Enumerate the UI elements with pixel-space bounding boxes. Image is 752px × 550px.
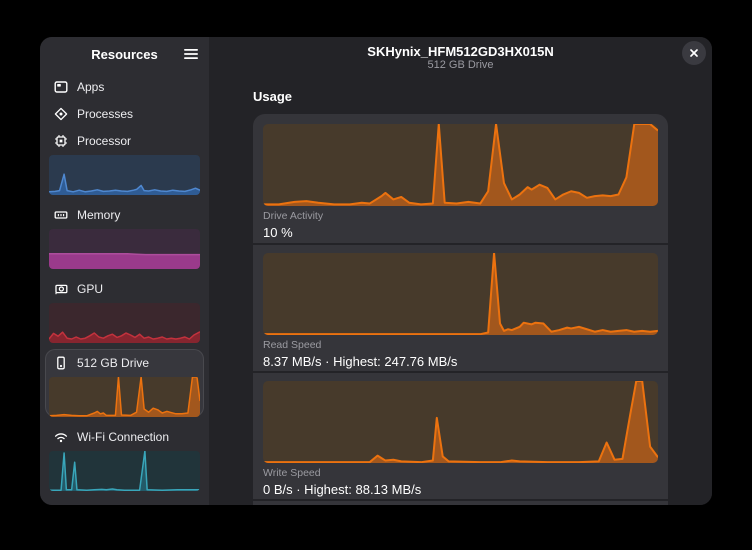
sidebar-nav: Apps Processes [40,69,209,505]
main-panel: SKHynix_HFM512GD3HX015N 512 GB Drive Usa… [209,37,712,505]
drive-icon [53,355,68,370]
sidebar-item-label: Processes [77,107,133,121]
main-header: SKHynix_HFM512GD3HX015N 512 GB Drive [209,37,712,72]
sidebar-item-apps[interactable]: Apps [45,73,204,100]
wifi-icon [53,429,68,444]
processor-mini-chart [49,155,200,195]
sidebar-item-label: Wi-Fi Connection [77,430,169,444]
memory-mini-chart [49,229,200,269]
sidebar-header: Resources [40,39,209,69]
usage-section: Usage Drive Activity 10 % Read Speed 8.3… [209,72,712,505]
sidebar-item-gpu[interactable]: GPU [45,275,204,343]
sidebar-item-wifi[interactable]: Wi-Fi Connection [45,423,204,491]
card-value: 0 B/s · Highest: 88.13 MB/s [263,481,658,498]
sidebar-item-memory[interactable]: Memory [45,201,204,269]
gpu-icon [53,281,68,296]
wifi-mini-chart [49,451,200,491]
sidebar-item-drive[interactable]: 512 GB Drive [45,349,204,417]
card-label: Read Speed [263,339,658,352]
usage-card-total-read: Total Read [253,501,668,505]
apps-icon [53,79,68,94]
drive-activity-chart [263,124,658,206]
sidebar-item-label: Memory [77,208,120,222]
device-title: SKHynix_HFM512GD3HX015N [209,44,712,59]
sidebar-item-processor[interactable]: Processor [45,127,204,195]
processes-icon [53,106,68,121]
section-title: Usage [253,89,668,104]
usage-card-group: Drive Activity 10 % Read Speed 8.37 MB/s… [253,114,668,505]
close-icon [689,46,699,61]
sidebar: Resources [40,37,209,505]
sidebar-item-label: 512 GB Drive [77,356,149,370]
card-label: Drive Activity [263,210,658,223]
gpu-mini-chart [49,303,200,343]
read-speed-chart [263,253,658,335]
card-value: 8.37 MB/s · Highest: 247.76 MB/s [263,353,658,370]
hamburger-icon [184,47,198,61]
card-label: Write Speed [263,467,658,480]
sidebar-item-label: Apps [77,80,104,94]
device-subtitle: 512 GB Drive [209,59,712,72]
usage-card-read-speed: Read Speed 8.37 MB/s · Highest: 247.76 M… [253,245,668,371]
memory-icon [53,207,68,222]
drive-mini-chart [49,377,200,417]
resources-app-window: Resources [40,37,712,505]
write-speed-chart [263,381,658,463]
usage-card-write-speed: Write Speed 0 B/s · Highest: 88.13 MB/s [253,373,668,499]
sidebar-item-label: Processor [77,134,131,148]
close-button[interactable] [682,41,706,65]
sidebar-item-processes[interactable]: Processes [45,100,204,127]
processor-icon [53,133,68,148]
usage-card-drive-activity: Drive Activity 10 % [253,114,668,243]
sidebar-item-label: GPU [77,282,103,296]
card-value: 10 % [263,224,658,241]
menu-button[interactable] [183,46,199,62]
app-title: Resources [91,47,157,62]
